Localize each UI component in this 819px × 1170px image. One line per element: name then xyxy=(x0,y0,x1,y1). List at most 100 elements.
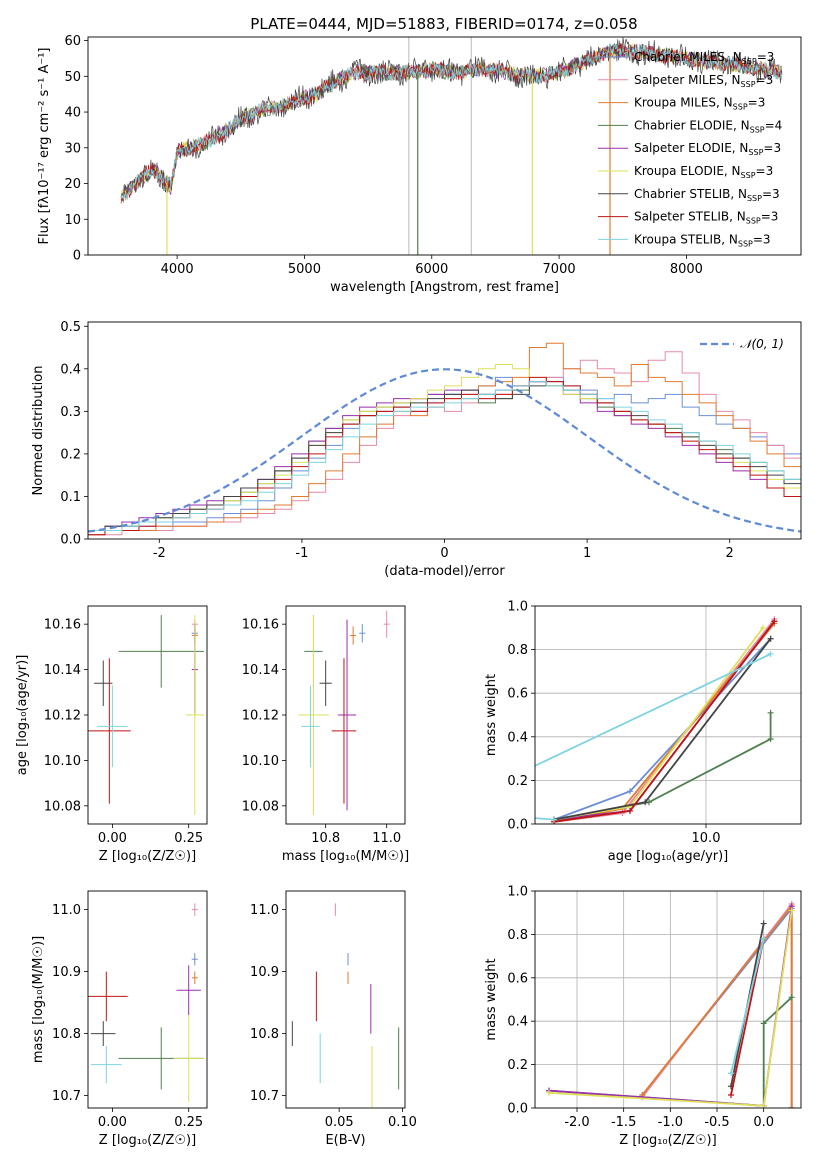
y-tick-label: 1.0 xyxy=(507,600,528,615)
plot-area-spectrum xyxy=(120,37,783,255)
y-axis-label: Flux [fλ10⁻¹⁷ erg cm⁻² s⁻¹ A⁻¹] xyxy=(37,48,52,245)
legend-label: Kroupa STELIB, NSSP=3 xyxy=(634,232,771,248)
panels: 4000 5000 6000 7000 80000102030405060wavelen… xyxy=(15,34,802,1148)
weight-line-salpeter-stelib xyxy=(553,620,776,823)
y-axis-label: Normed distribution xyxy=(31,366,46,496)
y-tick-label: 60 xyxy=(64,34,81,49)
weight-line-kroupa-miles xyxy=(553,622,776,823)
axes-frame xyxy=(87,321,802,540)
plot-area-mass-vs-ebv xyxy=(291,903,400,1108)
plot-area-mass-vs-Z xyxy=(88,903,204,1102)
weight-marker xyxy=(760,920,767,927)
y-tick-label: 10 xyxy=(64,213,81,228)
y-tick-label: 10.10 xyxy=(242,754,279,769)
panel-age-vs-mass: 10.8 11.0 10.08 10.10 10.12 10.14 10.16 mass [l… xyxy=(242,605,409,864)
legend-label: Kroupa MILES, NSSP=3 xyxy=(634,96,765,112)
legend-label: Kroupa ELODIE, NSSP=3 xyxy=(634,164,773,180)
x-tick-label: -1.0 xyxy=(658,1115,683,1130)
y-tick-label: 0.3 xyxy=(60,405,81,420)
y-tick-label: 10.08 xyxy=(242,799,279,814)
axes-frame xyxy=(87,890,208,1109)
x-axis-label: Z [log₁₀(Z/Z☉)] xyxy=(99,849,196,864)
weight-marker xyxy=(788,1105,795,1108)
weight-marker xyxy=(642,799,649,806)
y-tick-label: 0.0 xyxy=(507,818,528,833)
y-tick-label: 40 xyxy=(64,106,81,121)
y-tick-label: 0.6 xyxy=(507,971,528,986)
x-tick-label: 7000 xyxy=(543,262,576,277)
plot-area-residuals xyxy=(88,342,801,536)
y-tick-label: 10.7 xyxy=(250,1089,279,1104)
y-tick-label: 0.6 xyxy=(507,687,528,702)
axes-frame xyxy=(285,890,406,1109)
y-tick-label: 0.0 xyxy=(60,533,81,548)
weight-marker xyxy=(437,808,443,814)
y-tick-label: 10.12 xyxy=(44,709,81,724)
weight-marker xyxy=(788,907,795,914)
y-tick-label: 10.12 xyxy=(242,709,279,724)
panel-age-vs-Z: 0.00 0.25 10.08 10.10 10.12 10.14 10.16 Z [log₁… xyxy=(15,605,208,864)
axes-frame xyxy=(534,890,802,1109)
y-tick-label: 0 xyxy=(73,249,81,264)
y-tick-label: 10.08 xyxy=(44,799,81,814)
legend-label: Salpeter MILES, NSSP=3 xyxy=(634,73,773,89)
x-tick-label: -2.0 xyxy=(564,1115,589,1130)
x-tick-label: 0.0 xyxy=(753,1115,774,1130)
x-axis-label: age [log₁₀(age/yr)] xyxy=(608,849,729,864)
x-tick-label: 0.05 xyxy=(325,1115,354,1130)
plot-area-age-vs-Z xyxy=(88,615,204,815)
panel-mass-vs-ebv: 0.05 0.10 10.7 10.8 10.9 11.0 E(B-V) xyxy=(250,890,417,1148)
x-axis-label: mass [log₁₀(M/M☉)] xyxy=(282,849,409,864)
x-axis-label: wavelength [Angstrom, rest frame] xyxy=(330,280,559,295)
histogram-salpeter-miles xyxy=(88,351,801,536)
weight-line-kroupa-stelib xyxy=(730,938,765,1074)
x-tick-label: 2 xyxy=(726,546,734,561)
weight-line-chabrier-elodie xyxy=(553,712,772,821)
panel-mass-vs-Z: 0.00 0.25 10.7 10.8 10.9 11.0 Z [log₁₀(Z/Z☉)] m… xyxy=(31,890,208,1148)
y-tick-label: 0.2 xyxy=(60,447,81,462)
y-tick-label: 10.8 xyxy=(52,1027,81,1042)
legend-label: 𝒩(0, 1) xyxy=(740,337,784,351)
y-axis-label: mass weight xyxy=(484,674,499,756)
weight-line-salpeter-elodie xyxy=(553,620,776,821)
y-tick-label: 1.0 xyxy=(507,885,528,900)
y-tick-label: 0.4 xyxy=(507,730,528,745)
histogram-kroupa-stelib xyxy=(88,381,801,531)
x-tick-label: 11.0 xyxy=(372,831,401,846)
y-tick-label: 0.5 xyxy=(60,320,81,335)
y-tick-label: 10.14 xyxy=(242,663,279,678)
x-tick-label: 8000 xyxy=(670,262,703,277)
normal-curve xyxy=(88,368,801,533)
weight-line-kroupa-elodie xyxy=(553,627,764,821)
x-tick-label: 0.25 xyxy=(174,831,203,846)
plot-area-mass-weight-vs-Z xyxy=(535,891,801,1108)
y-tick-label: 11.0 xyxy=(52,903,81,918)
weight-marker xyxy=(551,816,557,823)
axes-frame xyxy=(285,605,406,825)
y-tick-label: 10.7 xyxy=(52,1089,81,1104)
panel-spectrum: 4000 5000 6000 7000 8000 0 10 20 30 40 50 60 wavelen… xyxy=(37,34,802,295)
x-axis-label: Z [log₁₀(Z/Z☉)] xyxy=(99,1133,196,1148)
y-tick-label: 0.8 xyxy=(507,928,528,943)
x-tick-label: 1 xyxy=(583,546,591,561)
y-tick-label: 10.14 xyxy=(44,663,81,678)
y-tick-label: 50 xyxy=(64,70,81,85)
x-axis-label: (data-model)/error xyxy=(384,564,505,579)
weight-marker xyxy=(767,635,774,642)
x-tick-label: 10.8 xyxy=(311,831,340,846)
panel-mass-weight-vs-age: 10.0 0.0 0.2 0.4 0.6 0.8 1.0 age [log₁₀(age/yr)… xyxy=(437,600,802,864)
y-tick-label: 10.16 xyxy=(242,618,279,633)
y-tick-label: 0.1 xyxy=(60,490,81,505)
y-tick-label: 10.8 xyxy=(250,1027,279,1042)
x-tick-label: 5000 xyxy=(288,262,321,277)
legend-label: Chabrier MILES, NSSP=3 xyxy=(634,50,774,66)
y-tick-label: 0.2 xyxy=(507,774,528,789)
y-tick-label: 10.16 xyxy=(44,618,81,633)
x-tick-label: 0.00 xyxy=(98,831,127,846)
weight-marker xyxy=(728,1070,734,1077)
x-tick-label: 0 xyxy=(440,546,448,561)
axes-frame xyxy=(87,36,802,256)
weight-line-kroupa-stelib xyxy=(535,653,771,821)
x-tick-label: 0.25 xyxy=(174,1115,203,1130)
y-tick-label: 30 xyxy=(64,141,81,156)
